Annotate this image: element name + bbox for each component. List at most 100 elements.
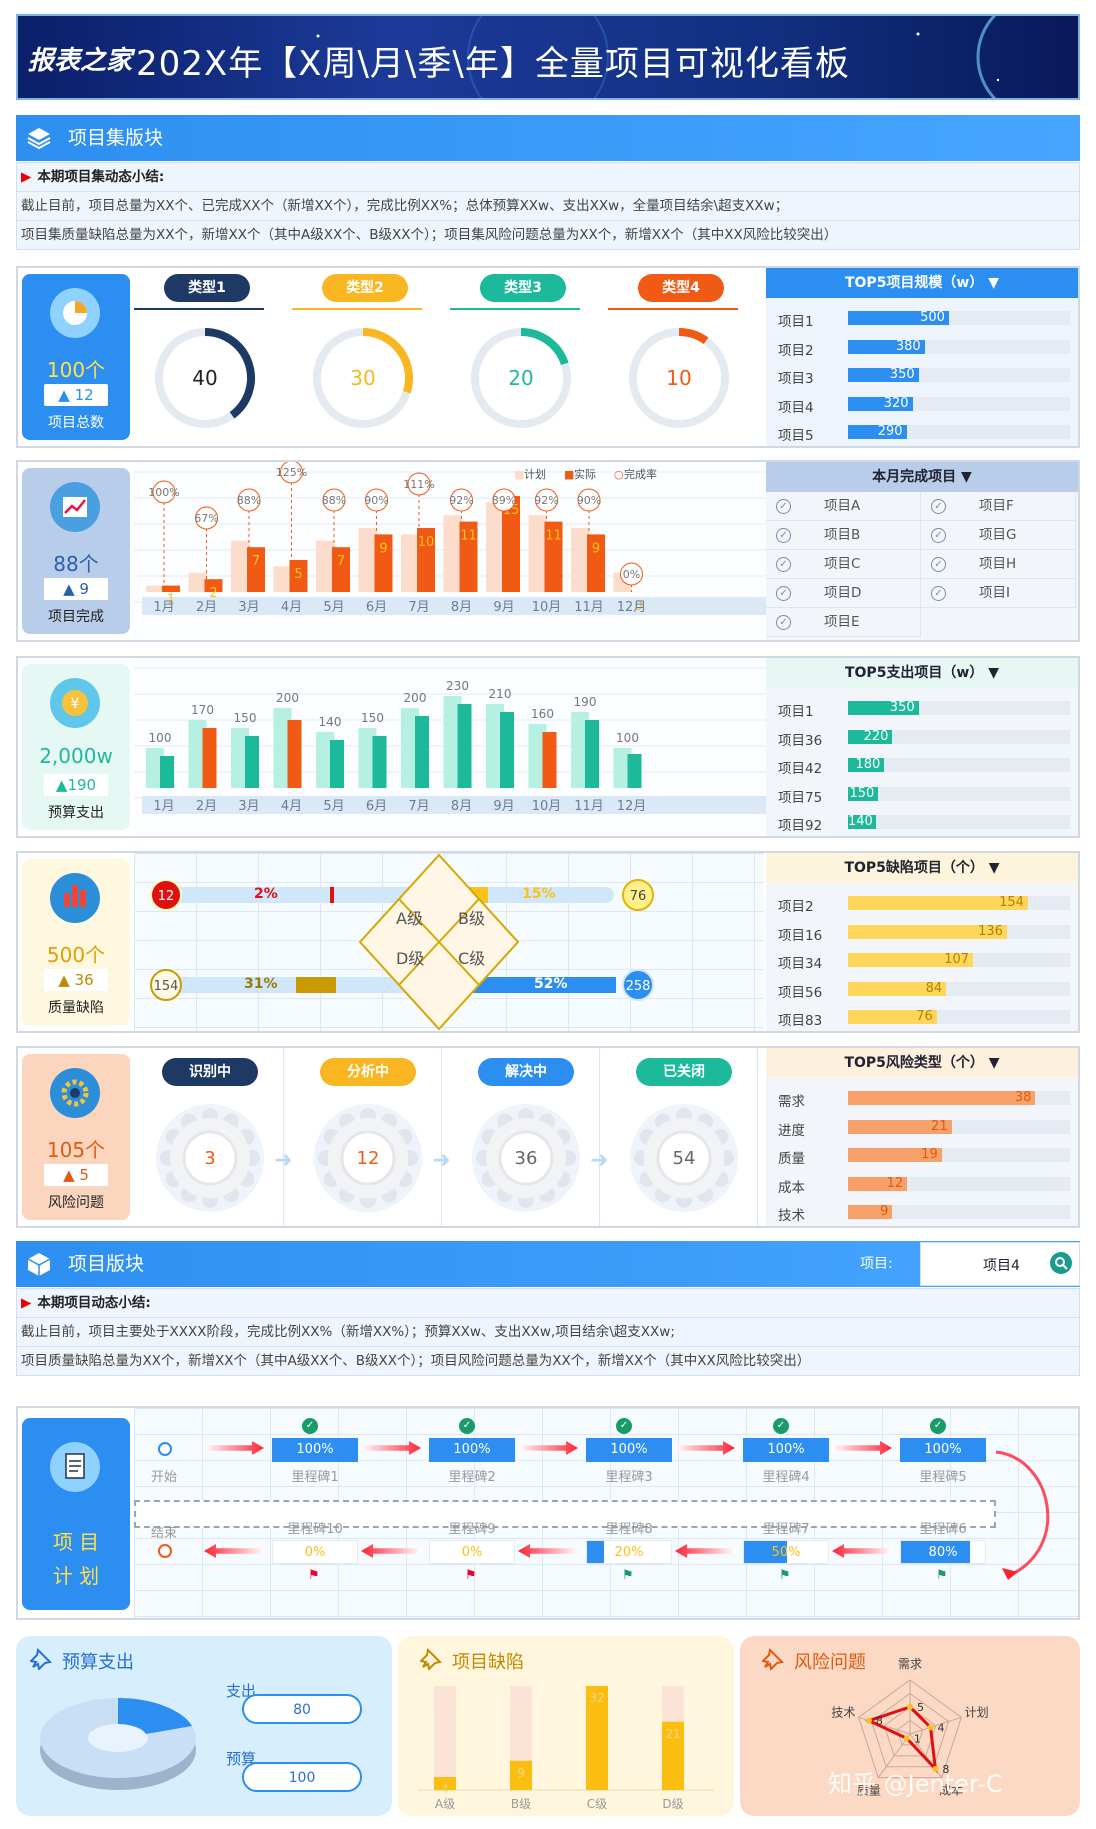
milestone-progress[interactable]: 100%	[272, 1438, 358, 1462]
milestone-progress[interactable]: 100%	[743, 1438, 829, 1462]
cube-icon	[27, 1253, 51, 1276]
done-list-header[interactable]: 本月完成项目 ▼	[766, 462, 1078, 492]
top5-row[interactable]: 质量 19	[766, 1141, 1076, 1169]
rate-bubble	[195, 506, 218, 530]
budget-value: 100	[242, 1762, 362, 1792]
budget-bar	[358, 728, 377, 788]
milestone-pct: 20%	[614, 1545, 644, 1560]
actual-bar	[587, 534, 605, 592]
done-item-label: 项目A	[824, 498, 861, 514]
done-item[interactable]: ✓ 项目I	[921, 579, 1076, 608]
actual-value: 5	[294, 567, 302, 582]
done-item[interactable]: ✓ 项目F	[921, 492, 1076, 521]
type-pill[interactable]: 类型3	[480, 274, 566, 302]
plan-bar	[146, 585, 164, 592]
stage-pill[interactable]: 分析中	[320, 1058, 416, 1086]
defect-value-bar	[662, 1721, 684, 1790]
milestone-progress[interactable]: 100%	[900, 1438, 986, 1462]
done-item[interactable]: ✓ 项目G	[921, 521, 1076, 550]
month-label: 9月	[493, 600, 514, 615]
milestone-progress[interactable]: 100%	[586, 1438, 672, 1462]
month-label: 12月	[617, 799, 647, 814]
milestone-progress[interactable]: 0%	[429, 1540, 515, 1564]
top5-row[interactable]: 项目2 380	[766, 333, 1076, 361]
done-item[interactable]: ✓ 项目E	[766, 608, 921, 637]
done-item-label: 项目C	[824, 556, 861, 572]
top5-row[interactable]: 成本 12	[766, 1170, 1076, 1198]
defect-c-pct: 52%	[534, 976, 568, 992]
top5-row[interactable]: 项目2 154	[766, 889, 1076, 917]
coin-icon: ¥	[50, 678, 100, 728]
spend-bar	[160, 756, 174, 788]
type-pill[interactable]: 类型2	[322, 274, 408, 302]
milestone-label: 里程碑10	[287, 1522, 343, 1537]
stage-pill[interactable]: 识别中	[162, 1058, 258, 1086]
top5-row[interactable]: 项目5 290	[766, 418, 1076, 446]
top5-row[interactable]: 项目1 500	[766, 304, 1076, 332]
stage-pill[interactable]: 解决中	[478, 1058, 574, 1086]
defect-diamond	[358, 853, 520, 1031]
type-gauge: 类型4 10	[608, 268, 758, 446]
top5-row[interactable]: 项目75 150	[766, 780, 1076, 808]
defect-track-bar	[434, 1686, 456, 1790]
top5-row[interactable]: 项目42 180	[766, 751, 1076, 779]
donut-value: 10	[666, 366, 691, 390]
top5-row[interactable]: 项目34 107	[766, 946, 1076, 974]
top5-row[interactable]: 进度 21	[766, 1113, 1076, 1141]
top5-row[interactable]: 项目56 84	[766, 975, 1076, 1003]
top5-row[interactable]: 技术 9	[766, 1198, 1076, 1226]
defect-cat-label: C级	[587, 1797, 607, 1811]
top5-row[interactable]: 项目1 350	[766, 694, 1076, 722]
plan-bar	[443, 515, 462, 592]
plan-gap	[134, 1500, 996, 1528]
defect-a-fill	[330, 887, 334, 903]
top5-row[interactable]: 项目36 220	[766, 723, 1076, 751]
flag-icon: ⚑	[465, 1568, 477, 1583]
top5-scale-header[interactable]: TOP5项目规模（w） ▼	[766, 268, 1078, 298]
project-select[interactable]: 项目4	[920, 1242, 1080, 1286]
milestone-progress[interactable]: 20%	[586, 1540, 672, 1564]
kpi-label: 质量缺陷	[48, 1000, 104, 1016]
done-item[interactable]: ✓ 项目D	[766, 579, 921, 608]
top5-row[interactable]: 需求 38	[766, 1084, 1076, 1112]
top5-track: 220	[848, 729, 1070, 744]
top5-row[interactable]: 项目16 136	[766, 918, 1076, 946]
top5-track: 350	[848, 701, 1070, 715]
type-pill[interactable]: 类型4	[638, 274, 724, 302]
milestone-progress[interactable]: 80%	[900, 1540, 986, 1564]
search-icon[interactable]	[1049, 1251, 1073, 1275]
milestone-progress[interactable]: 100%	[429, 1438, 515, 1462]
top5-defect-header[interactable]: TOP5缺陷项目（个） ▼	[766, 853, 1078, 883]
month-label: 6月	[366, 799, 387, 814]
top5-row[interactable]: 项目92 140	[766, 808, 1076, 836]
milestone-progress[interactable]: 0%	[272, 1540, 358, 1564]
done-item[interactable]: ✓ 项目A	[766, 492, 921, 521]
row-project-total: 100个 ▲ 12 项目总数 类型1 40 类型2 30 类型3 20 类型4 10 TOP5…	[16, 266, 1080, 448]
milestone-label: 里程碑7	[762, 1522, 810, 1537]
top5-risk-header[interactable]: TOP5风险类型（个） ▼	[766, 1048, 1078, 1078]
top5-spend-header[interactable]: TOP5支出项目（w） ▼	[766, 658, 1078, 688]
done-item[interactable]: ✓ 项目B	[766, 521, 921, 550]
milestone-pct: 0%	[461, 1545, 483, 1560]
done-item[interactable]: ✓ 项目C	[766, 550, 921, 579]
trend-chart-icon	[50, 482, 100, 532]
type-pill[interactable]: 类型1	[164, 274, 250, 302]
milestone-progress[interactable]: 50%	[743, 1540, 829, 1564]
budget-bar	[401, 708, 419, 788]
top5-row[interactable]: 项目83 76	[766, 1003, 1076, 1031]
stage-value: 54	[673, 1148, 696, 1169]
actual-value: 0	[634, 599, 642, 614]
done-item[interactable]: ✓ 项目H	[921, 550, 1076, 579]
project-summary: ▶ 本期项目动态小结: 截止目前，项目主要处于XXXX阶段，完成比例XX%（新增X…	[16, 1288, 1080, 1376]
gear-icon	[50, 1068, 100, 1118]
kpi-delta: ▲ 36	[44, 969, 108, 991]
defect-value-bar	[586, 1686, 608, 1790]
spend-bar	[287, 720, 302, 788]
kpi-delta: ▲190	[44, 774, 108, 796]
spend-value: 80	[242, 1694, 362, 1724]
stage-gear: 54	[630, 1104, 738, 1212]
stage-pill[interactable]: 已关闭	[636, 1058, 732, 1086]
top5-track: 380	[848, 339, 1070, 354]
top5-row[interactable]: 项目4 320	[766, 390, 1076, 418]
top5-row[interactable]: 项目3 350	[766, 361, 1076, 389]
